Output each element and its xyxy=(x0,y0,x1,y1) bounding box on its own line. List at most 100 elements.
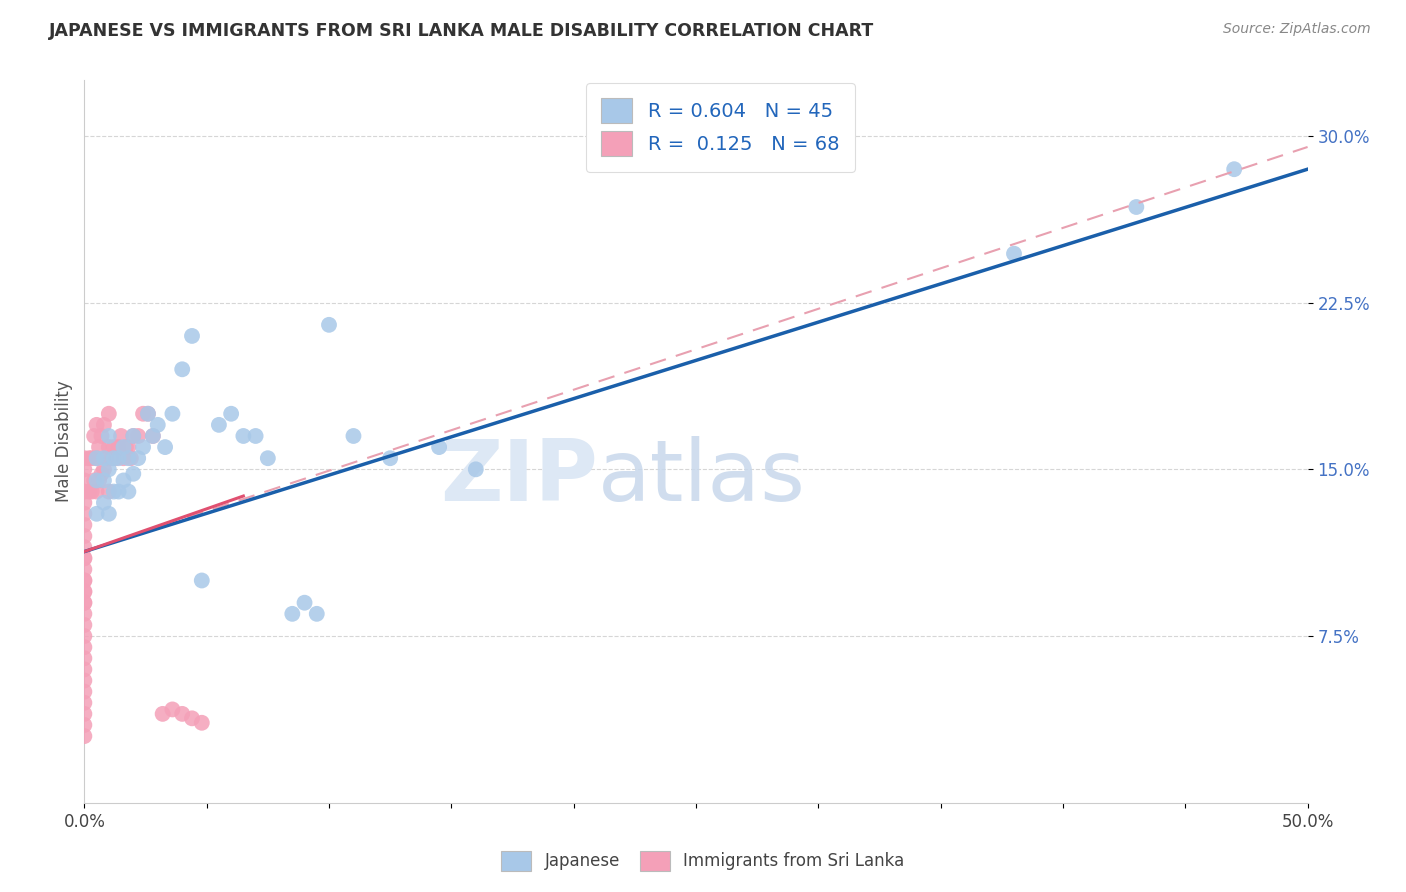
Point xyxy=(83,429,105,443)
Point xyxy=(73,584,96,599)
Point xyxy=(162,407,184,421)
Point xyxy=(73,529,96,543)
Point xyxy=(107,484,129,499)
Point xyxy=(73,551,96,566)
Point xyxy=(122,429,145,443)
Text: atlas: atlas xyxy=(598,436,806,519)
Point xyxy=(93,417,115,432)
Point xyxy=(172,362,194,376)
Point xyxy=(117,440,139,454)
Point xyxy=(86,507,108,521)
Point xyxy=(73,718,96,732)
Point xyxy=(90,429,112,443)
Point xyxy=(181,329,204,343)
Point xyxy=(86,474,108,488)
Point xyxy=(117,484,139,499)
Point xyxy=(294,596,316,610)
Point xyxy=(172,706,194,721)
Point xyxy=(97,407,120,421)
Point xyxy=(342,429,364,443)
Point xyxy=(97,440,120,454)
Point xyxy=(73,507,96,521)
Point xyxy=(219,407,242,421)
Point xyxy=(146,417,169,432)
Point xyxy=(105,451,128,466)
Point xyxy=(122,429,145,443)
Point xyxy=(153,440,176,454)
Point xyxy=(73,662,96,676)
Point xyxy=(191,574,214,588)
Point xyxy=(97,429,120,443)
Point xyxy=(86,451,108,466)
Point xyxy=(80,451,103,466)
Point xyxy=(1002,246,1025,260)
Point xyxy=(110,429,132,443)
Point xyxy=(73,640,96,655)
Point xyxy=(93,496,115,510)
Point xyxy=(142,429,165,443)
Point xyxy=(103,451,125,466)
Point xyxy=(191,715,214,730)
Text: JAPANESE VS IMMIGRANTS FROM SRI LANKA MALE DISABILITY CORRELATION CHART: JAPANESE VS IMMIGRANTS FROM SRI LANKA MA… xyxy=(49,22,875,40)
Point xyxy=(90,467,112,481)
Point xyxy=(73,462,96,476)
Point xyxy=(73,540,96,554)
Point xyxy=(112,440,135,454)
Point xyxy=(112,474,135,488)
Point xyxy=(93,462,115,476)
Point xyxy=(97,507,120,521)
Point xyxy=(97,484,120,499)
Point xyxy=(103,440,125,454)
Point xyxy=(73,451,96,466)
Point xyxy=(87,440,110,454)
Point xyxy=(77,484,100,499)
Point xyxy=(73,574,96,588)
Point xyxy=(73,551,96,566)
Point xyxy=(1223,162,1246,177)
Point xyxy=(73,651,96,665)
Point xyxy=(318,318,340,332)
Point xyxy=(73,562,96,576)
Point xyxy=(73,496,96,510)
Point xyxy=(132,407,155,421)
Point xyxy=(115,440,138,454)
Point xyxy=(86,417,108,432)
Point xyxy=(380,451,402,466)
Point xyxy=(96,451,118,466)
Point xyxy=(464,462,486,476)
Point xyxy=(73,474,96,488)
Point xyxy=(73,706,96,721)
Text: Source: ZipAtlas.com: Source: ZipAtlas.com xyxy=(1223,22,1371,37)
Point xyxy=(107,440,129,454)
Point xyxy=(93,474,115,488)
Point xyxy=(427,440,450,454)
Point xyxy=(73,484,96,499)
Point xyxy=(86,451,108,466)
Point xyxy=(107,451,129,466)
Point xyxy=(117,451,139,466)
Point xyxy=(112,451,135,466)
Point xyxy=(257,451,280,466)
Point xyxy=(305,607,328,621)
Point xyxy=(73,696,96,710)
Point xyxy=(142,429,165,443)
Point xyxy=(208,417,231,432)
Point xyxy=(80,484,103,499)
Point xyxy=(73,729,96,743)
Point xyxy=(97,462,120,476)
Point xyxy=(132,440,155,454)
Point xyxy=(93,451,115,466)
Point xyxy=(73,607,96,621)
Point xyxy=(181,711,204,725)
Point xyxy=(73,584,96,599)
Point xyxy=(86,484,108,499)
Point xyxy=(120,451,142,466)
Point xyxy=(83,474,105,488)
Text: ZIP: ZIP xyxy=(440,436,598,519)
Point xyxy=(87,474,110,488)
Point xyxy=(281,607,304,621)
Point xyxy=(77,451,100,466)
Point xyxy=(136,407,159,421)
Legend: Japanese, Immigrants from Sri Lanka: Japanese, Immigrants from Sri Lanka xyxy=(494,842,912,880)
Point xyxy=(73,629,96,643)
